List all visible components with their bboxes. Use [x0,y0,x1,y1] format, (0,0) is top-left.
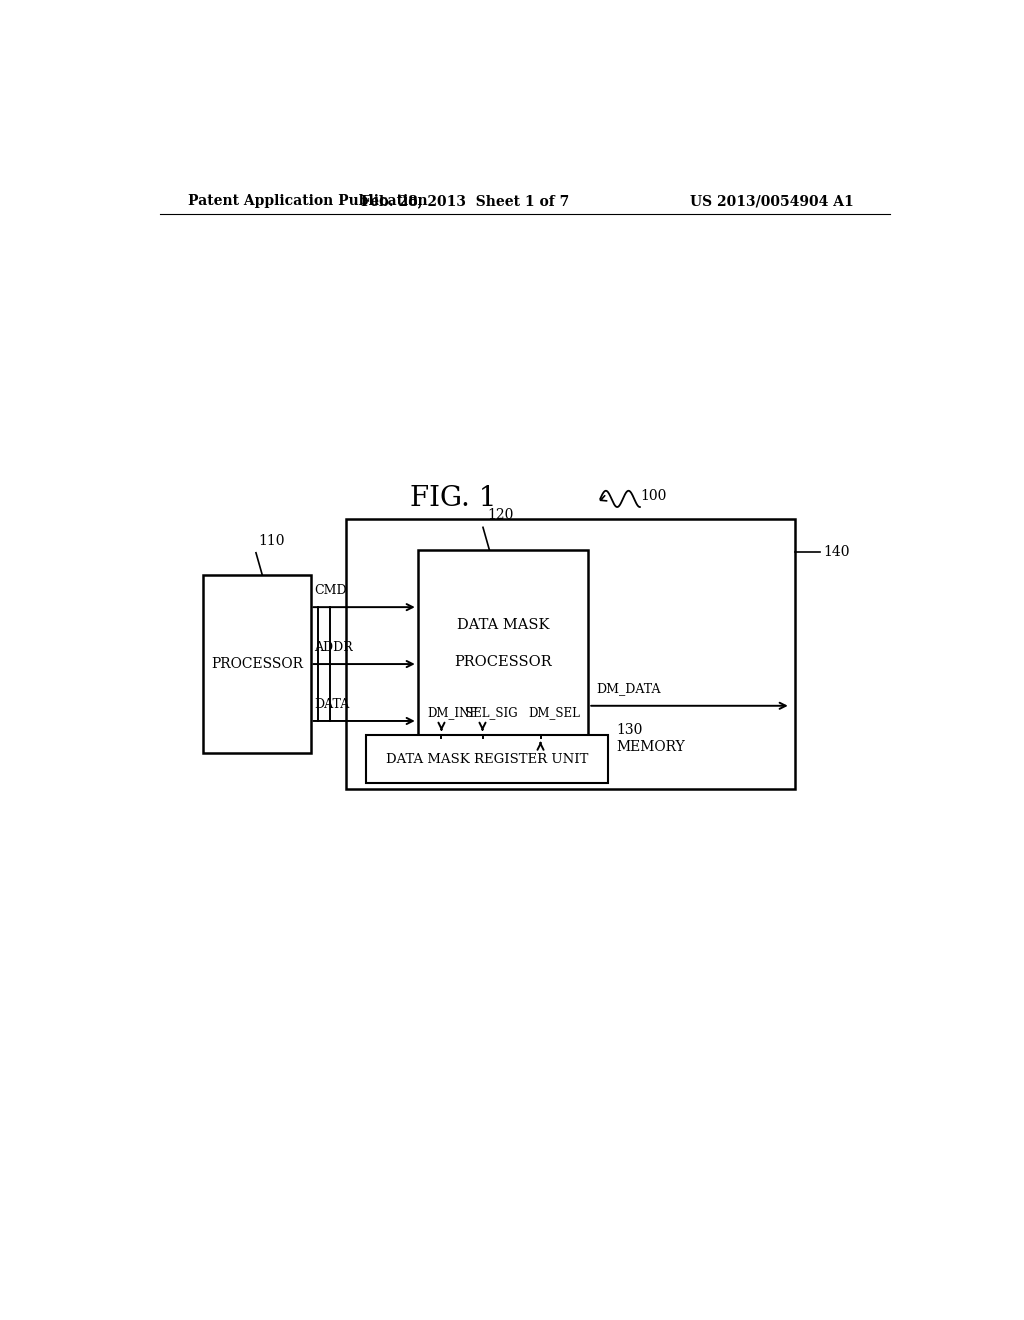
Text: DM_DATA: DM_DATA [596,682,660,696]
Text: DATA: DATA [314,698,350,710]
Text: ADDR: ADDR [314,642,353,653]
Text: 140: 140 [823,545,850,558]
Text: DM_SEL: DM_SEL [528,706,581,719]
Text: Patent Application Publication: Patent Application Publication [187,194,427,209]
Text: CMD: CMD [314,583,347,597]
Text: Feb. 28, 2013  Sheet 1 of 7: Feb. 28, 2013 Sheet 1 of 7 [361,194,569,209]
Text: 100: 100 [640,488,667,503]
Text: 120: 120 [487,508,513,523]
Bar [204,576,310,752]
Text: PROCESSOR: PROCESSOR [211,657,303,671]
Text: PROCESSOR: PROCESSOR [455,655,552,669]
Bar [367,735,608,784]
Text: MEMORY: MEMORY [616,741,685,754]
Text: DATA MASK: DATA MASK [457,619,549,632]
Text: FIG. 1: FIG. 1 [411,486,497,512]
Bar [418,549,588,738]
Text: US 2013/0054904 A1: US 2013/0054904 A1 [690,194,854,209]
Text: 130: 130 [616,722,642,737]
Text: DM_INF: DM_INF [427,706,478,719]
Bar [346,519,795,788]
Text: 110: 110 [258,533,285,548]
Text: DATA MASK REGISTER UNIT: DATA MASK REGISTER UNIT [386,752,589,766]
Text: SEL_SIG: SEL_SIG [465,706,518,719]
